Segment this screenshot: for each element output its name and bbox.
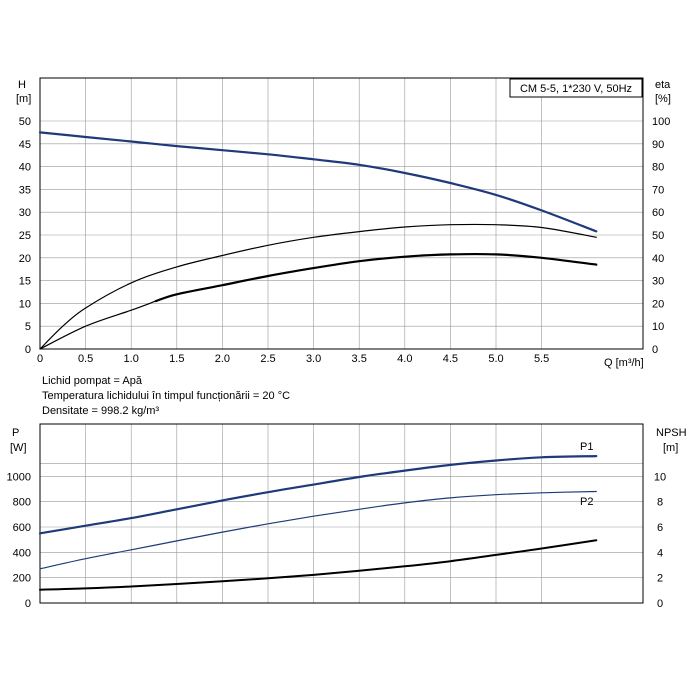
y-left-tick-label: 25 — [19, 230, 31, 242]
x-tick-label: 0 — [37, 353, 43, 365]
y-left-tick-label: 15 — [19, 276, 31, 288]
y-left-tick-label: 0 — [25, 344, 31, 356]
y-left-tick-label: 50 — [19, 116, 31, 128]
p2-label: P2 — [580, 496, 593, 508]
y-right-tick-label: 20 — [652, 298, 664, 310]
y-left-axis-unit: [m] — [16, 93, 31, 105]
y-left-tick-label: 400 — [13, 547, 31, 559]
y-right-tick-label: 30 — [652, 276, 664, 288]
y-right-tick-label: 50 — [652, 230, 664, 242]
series-p2-line — [39, 490, 597, 570]
fluid-info-line-2: Temperatura lichidului în timpul funcțio… — [42, 390, 290, 402]
y-left-tick-label: 1000 — [7, 471, 31, 483]
y-right-tick-label: 10 — [654, 471, 666, 483]
head-efficiency-chart: 0 0.5 1.0 1.5 2.0 2.5 3.0 3.5 4.0 4.5 5.0 5.5 0 5 10 15… — [16, 77, 671, 369]
x-tick-label: 3.0 — [306, 353, 321, 365]
chart-title: CM 5-5, 1*230 V, 50Hz — [520, 83, 632, 95]
y-right-axis-symbol: NPSH — [656, 427, 687, 439]
y-left-axis-symbol: H — [18, 79, 26, 91]
y-right-tick-label: 2 — [657, 573, 663, 585]
y-left-tick-label: 0 — [25, 598, 31, 610]
y-left-tick-label: 35 — [19, 184, 31, 196]
x-tick-label: 5.5 — [534, 353, 549, 365]
y-left-tick-label: 40 — [19, 162, 31, 174]
series-p1-line — [38, 455, 598, 535]
y-right-tick-label: 0 — [652, 344, 658, 356]
power-npsh-chart: 0 200 400 600 800 1000 0 2 4 6 8 10 P [W] NPSH [m] P1 P2 — [7, 423, 687, 610]
plot-frame — [39, 77, 644, 350]
title-box — [509, 78, 643, 98]
series-h-line — [38, 131, 598, 233]
y-right-tick-label: 60 — [652, 207, 664, 219]
series-eta-bold-line — [154, 252, 598, 303]
y-right-tick-label: 10 — [652, 321, 664, 333]
x-tick-label: 3.5 — [352, 353, 367, 365]
y-left-tick-label: 5 — [25, 321, 31, 333]
y-left-tick-label: 45 — [19, 139, 31, 151]
x-tick-label: 4.5 — [443, 353, 458, 365]
y-right-axis-symbol: eta — [655, 79, 671, 91]
fluid-info-line-3: Densitate = 998.2 kg/m³ — [42, 405, 159, 417]
y-right-tick-label: 70 — [652, 184, 664, 196]
x-tick-label: 1.0 — [124, 353, 139, 365]
y-left-axis-symbol: P — [12, 427, 19, 439]
y-left-tick-label: 600 — [13, 522, 31, 534]
y-right-tick-label: 0 — [657, 598, 663, 610]
y-left-tick-label: 30 — [19, 207, 31, 219]
y-right-tick-label: 80 — [652, 162, 664, 174]
series-npsh-line — [39, 539, 598, 591]
y-left-tick-label: 10 — [19, 298, 31, 310]
y-right-tick-label: 90 — [652, 139, 664, 151]
y-left-tick-label: 200 — [13, 573, 31, 585]
y-right-axis-unit: [%] — [655, 93, 671, 105]
series-eta-line — [39, 223, 597, 350]
y-right-tick-label: 100 — [652, 116, 670, 128]
x-tick-label: 5.0 — [488, 353, 503, 365]
y-left-tick-label: 800 — [13, 497, 31, 509]
y-right-tick-label: 6 — [657, 522, 663, 534]
y-right-axis-unit: [m] — [663, 442, 678, 454]
y-left-axis-unit: [W] — [10, 442, 27, 454]
p1-label: P1 — [580, 441, 593, 453]
y-right-tick-label: 8 — [657, 497, 663, 509]
fluid-info-line-1: Lichid pompat = Apă — [42, 375, 143, 387]
y-right-tick-label: 40 — [652, 253, 664, 265]
x-axis-label: Q [m³/h] — [604, 357, 644, 369]
series-eta-thin-low-line — [39, 300, 157, 350]
y-right-tick-label: 4 — [657, 547, 663, 559]
y-left-tick-label: 20 — [19, 253, 31, 265]
plot-frame — [39, 423, 644, 604]
x-tick-label: 2.5 — [260, 353, 275, 365]
x-tick-label: 2.0 — [215, 353, 230, 365]
x-tick-label: 4.0 — [397, 353, 412, 365]
x-tick-label: 1.5 — [169, 353, 184, 365]
x-tick-label: 0.5 — [78, 353, 93, 365]
